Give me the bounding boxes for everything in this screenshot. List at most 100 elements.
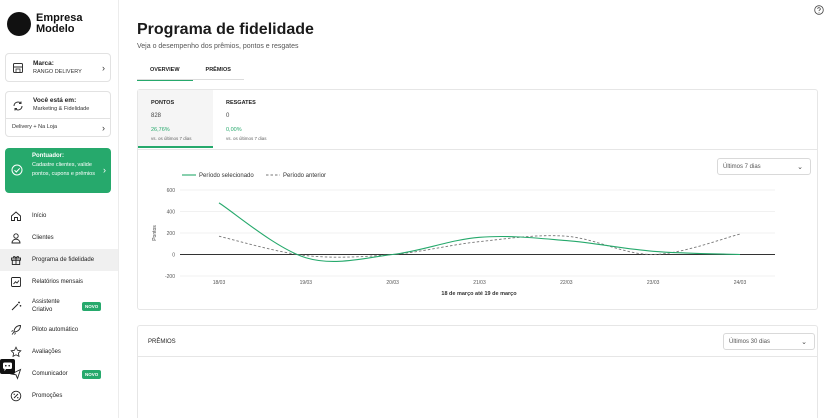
star-icon	[10, 346, 22, 358]
sidebar-item-avaliacoes[interactable]: Avaliações	[0, 341, 118, 363]
brand-value: RANGO DELIVERY	[33, 69, 82, 75]
chevron-down-icon: ⌄	[801, 339, 807, 346]
period-select-value: Últimos 7 dias	[723, 164, 761, 170]
chevron-right-icon: ›	[102, 123, 105, 133]
chevron-right-icon: ›	[103, 165, 106, 175]
sidebar-item-promocoes[interactable]: Promoções	[0, 385, 118, 407]
legend-label-selected: Período selecionado	[199, 173, 254, 179]
sidebar-item-label: Avaliações	[32, 349, 61, 355]
sidebar-item-label: Piloto automático	[32, 327, 79, 333]
sidebar-item-assistente-criativo[interactable]: Assistente Criativo NOVO	[0, 293, 118, 319]
refresh-icon	[13, 101, 23, 111]
logo-line-2: Modelo	[36, 23, 75, 35]
pontuador-text: Cadastre clientes, valide pontos, cupons…	[32, 162, 95, 177]
store-icon	[13, 63, 23, 73]
stat-comparison: vs. os últimos 7 dias	[151, 136, 192, 141]
location-value: Marketing & Fidelidade	[33, 106, 90, 112]
logo-line-1: Empresa	[36, 12, 83, 24]
tab-overview[interactable]: OVERVIEW	[137, 63, 193, 81]
rewards-panel: PRÊMIOS Últimos 30 dias ⌄	[137, 325, 818, 418]
stat-comparison: vs. os últimos 7 dias	[226, 136, 267, 141]
stat-label: PONTOS	[151, 100, 175, 106]
points-line-chart: 600 400 200 0 -200 Pontos 18/03 19/03 20/03 21/03…	[152, 173, 775, 297]
x-tick-label: 19/03	[300, 280, 313, 286]
series-line-selected	[218, 202, 741, 263]
sidebar-item-piloto-automatico[interactable]: Piloto automático	[0, 319, 118, 341]
home-icon	[11, 211, 21, 221]
sidebar-item-label: Assistente Criativo	[32, 299, 60, 313]
pontuador-label: Pontuador:	[32, 153, 64, 159]
y-tick-label: 200	[167, 231, 176, 237]
company-logo[interactable]: Empresa Modelo	[7, 12, 82, 36]
help-icon[interactable]	[814, 5, 824, 15]
sidebar-item-label: Clientes	[32, 235, 54, 241]
y-tick-label: 400	[167, 210, 176, 216]
tab-premios[interactable]: PRÊMIOS	[205, 67, 231, 73]
sidebar-item-label: Comunicador	[32, 371, 68, 377]
stat-value: 828	[151, 113, 162, 119]
stat-card-resgates[interactable]: RESGATES 0 0,00% vs. os últimos 7 dias	[213, 90, 288, 148]
sidebar-item-clientes[interactable]: Clientes	[0, 227, 118, 249]
new-badge: NOVO	[82, 301, 102, 311]
user-icon	[11, 233, 21, 244]
sidebar-item-programa-de-fidelidade[interactable]: Programa de fidelidade	[0, 249, 118, 271]
logo-mark	[7, 12, 31, 36]
pontuador-card[interactable]: Pontuador: Cadastre clientes, valide pon…	[5, 148, 111, 193]
tabs-divider	[137, 79, 244, 80]
gift-icon	[11, 255, 21, 265]
chat-icon	[3, 362, 12, 372]
sidebar-item-label: Início	[32, 213, 47, 219]
magic-wand-icon	[11, 301, 22, 311]
sidebar-item-comunicador[interactable]: Comunicador NOVO	[0, 363, 118, 385]
sidebar-item-inicio[interactable]: Início	[0, 205, 118, 227]
tab-bar: OVERVIEW PRÊMIOS	[137, 63, 244, 81]
page-subtitle: Veja o desempenho dos prêmios, pontos e …	[137, 43, 299, 50]
brand-selector[interactable]: Marca: RANGO DELIVERY ›	[5, 53, 111, 82]
location-card: Você está em: Marketing & Fidelidade Del…	[5, 91, 111, 137]
overview-panel: PONTOS 828 26,76% vs. os últimos 7 dias …	[137, 89, 818, 310]
sidebar-item-label: Programa de fidelidade	[32, 257, 95, 263]
stat-card-pontos[interactable]: PONTOS 828 26,76% vs. os últimos 7 dias	[138, 90, 213, 148]
channel-selector[interactable]: Delivery + Na Loja	[12, 124, 58, 130]
y-tick-label: 0	[172, 253, 175, 259]
x-tick-label: 22/03	[560, 280, 573, 286]
percent-icon	[10, 390, 22, 402]
sidebar-item-label: Promoções	[32, 393, 63, 399]
period-select[interactable]: Últimos 7 dias ⌄	[717, 158, 811, 175]
divider	[138, 149, 817, 150]
sidebar: Empresa Modelo Marca: RANGO DELIVERY › V…	[0, 0, 119, 418]
page-title: Programa de fidelidade	[137, 21, 314, 38]
rocket-icon	[11, 325, 21, 335]
rewards-period-select-value: Últimos 30 dias	[729, 339, 771, 345]
chevron-down-icon: ⌄	[797, 164, 803, 171]
x-tick-label: 23/03	[647, 280, 660, 286]
divider	[138, 356, 817, 357]
logo-text: Empresa Modelo	[36, 13, 82, 35]
sidebar-item-label: Relatórios mensais	[32, 279, 84, 285]
stat-change: 0,00%	[226, 127, 242, 133]
rewards-panel-title: PRÊMIOS	[148, 339, 176, 345]
stat-label: RESGATES	[226, 100, 256, 106]
y-axis-label: Pontos	[152, 225, 158, 241]
x-tick-label: 24/03	[734, 280, 747, 286]
sidebar-nav: Início Clientes Programa de fidelidade R…	[0, 205, 118, 407]
stat-value: 0	[226, 113, 230, 119]
new-badge: NOVO	[82, 369, 102, 379]
sidebar-item-relatorios-mensais[interactable]: Relatórios mensais	[0, 271, 118, 293]
x-tick-label: 20/03	[386, 280, 399, 286]
y-tick-label: 600	[167, 188, 176, 194]
divider	[6, 118, 110, 119]
chat-widget-button[interactable]	[0, 359, 15, 374]
y-tick-label: -200	[165, 274, 175, 280]
stat-change: 26,76%	[151, 127, 170, 133]
location-label: Você está em:	[33, 97, 77, 104]
chevron-right-icon: ›	[102, 63, 105, 73]
rewards-period-select[interactable]: Últimos 30 dias ⌄	[723, 333, 815, 350]
legend-label-previous: Período anterior	[283, 173, 326, 179]
brand-label: Marca:	[33, 60, 54, 67]
x-tick-label: 21/03	[473, 280, 486, 286]
send-icon	[10, 368, 22, 380]
x-axis-label: 18 de março até 19 de março	[441, 291, 517, 297]
report-icon	[11, 277, 21, 287]
x-tick-label: 18/03	[213, 280, 226, 286]
